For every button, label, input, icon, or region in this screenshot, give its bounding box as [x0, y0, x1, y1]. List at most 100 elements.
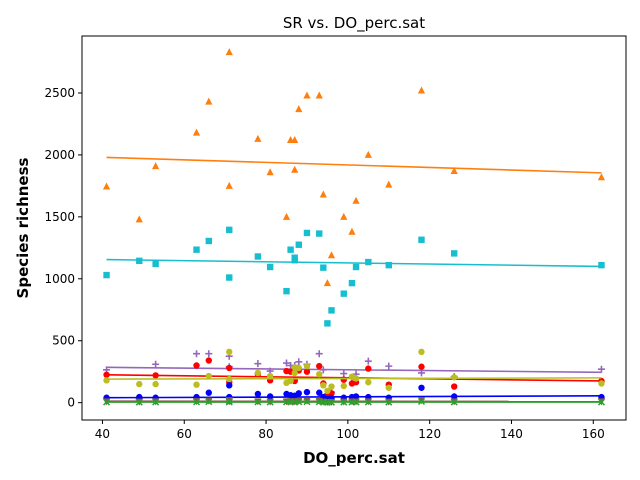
data-point — [319, 190, 327, 198]
y-tick-label: 2500 — [44, 86, 75, 100]
data-point — [103, 377, 110, 384]
data-point — [226, 274, 233, 281]
data-point — [365, 379, 372, 386]
data-point — [291, 369, 298, 377]
x-tick-label: 120 — [418, 427, 441, 441]
data-point — [225, 48, 233, 56]
data-point — [295, 364, 302, 372]
data-point — [192, 128, 201, 136]
data-point — [352, 196, 360, 204]
y-tick-label: 500 — [52, 334, 75, 348]
data-point — [254, 369, 262, 377]
data-point — [365, 258, 372, 266]
y-axis-label: Species richness — [14, 157, 32, 298]
data-point — [324, 387, 331, 395]
data-point — [418, 363, 425, 370]
data-point — [283, 287, 290, 295]
data-point — [303, 362, 311, 370]
data-point — [451, 250, 458, 257]
data-point — [193, 381, 200, 388]
data-point — [450, 167, 458, 175]
data-point — [340, 290, 347, 297]
data-point — [266, 263, 274, 271]
data-point — [254, 360, 262, 368]
data-point — [364, 150, 372, 158]
data-point — [328, 307, 335, 314]
y-tick-label: 2000 — [44, 148, 75, 162]
data-point — [316, 389, 323, 396]
data-point — [282, 212, 291, 220]
data-point — [291, 257, 298, 264]
data-point — [295, 390, 302, 397]
data-point — [225, 181, 233, 189]
data-point — [295, 105, 303, 113]
data-point — [266, 372, 274, 380]
data-point — [352, 263, 360, 271]
x-tick-label: 80 — [258, 427, 273, 441]
trend-line — [106, 156, 602, 174]
data-point — [316, 230, 323, 237]
data-point — [315, 350, 323, 358]
data-point — [418, 384, 425, 391]
data-point — [254, 390, 262, 398]
data-point — [152, 360, 160, 368]
chart-title: SR vs. DO_perc.sat — [283, 14, 425, 33]
y-tick-label: 1500 — [44, 210, 75, 224]
data-point — [598, 261, 605, 269]
y-tick-label: 1000 — [44, 272, 75, 286]
data-point — [226, 382, 233, 389]
x-axis: 40 60 80 100 120 140 160 — [95, 420, 605, 441]
data-point — [303, 368, 311, 375]
trend-line — [106, 377, 602, 380]
data-point — [303, 229, 311, 237]
data-point — [205, 350, 213, 358]
data-point — [205, 372, 212, 380]
data-point — [385, 362, 393, 370]
data-point — [226, 226, 233, 234]
y-tick-label: 0 — [67, 396, 75, 410]
data-point — [254, 253, 262, 260]
data-point — [254, 134, 262, 142]
data-point — [418, 236, 425, 243]
data-point — [226, 364, 233, 372]
data-point — [315, 91, 323, 99]
data-point — [303, 388, 311, 396]
data-point — [364, 357, 372, 365]
x-axis-label: DO_perc.sat — [303, 449, 405, 467]
x-tick-label: 60 — [177, 427, 192, 441]
data-point — [327, 251, 336, 259]
data-point — [340, 370, 348, 378]
trend-line — [106, 258, 602, 268]
data-point — [385, 384, 392, 391]
y-axis: 0 500 1000 1500 2000 2500 — [44, 86, 82, 410]
data-point — [266, 168, 274, 176]
data-point — [320, 264, 327, 271]
data-point — [226, 348, 233, 356]
data-point — [205, 97, 213, 105]
data-point — [287, 246, 294, 253]
data-point — [418, 348, 425, 356]
x-tick-label: 40 — [95, 427, 110, 441]
data-point — [303, 91, 311, 99]
data-point — [291, 165, 299, 173]
x-tick-label: 160 — [582, 427, 605, 441]
data-point — [324, 320, 331, 327]
data-point — [316, 362, 323, 370]
data-point — [385, 261, 392, 269]
data-point — [320, 382, 327, 389]
data-point — [205, 357, 212, 364]
data-point — [193, 362, 200, 369]
plot-area — [102, 48, 606, 407]
data-point — [417, 86, 426, 94]
data-point — [193, 350, 201, 358]
data-point — [136, 380, 143, 388]
data-point — [102, 182, 111, 190]
data-point — [103, 271, 110, 279]
data-point — [323, 279, 332, 287]
data-point — [152, 260, 159, 268]
data-point — [597, 173, 606, 181]
data-point — [295, 241, 302, 248]
plot-frame — [81, 35, 627, 421]
data-point — [348, 279, 356, 287]
